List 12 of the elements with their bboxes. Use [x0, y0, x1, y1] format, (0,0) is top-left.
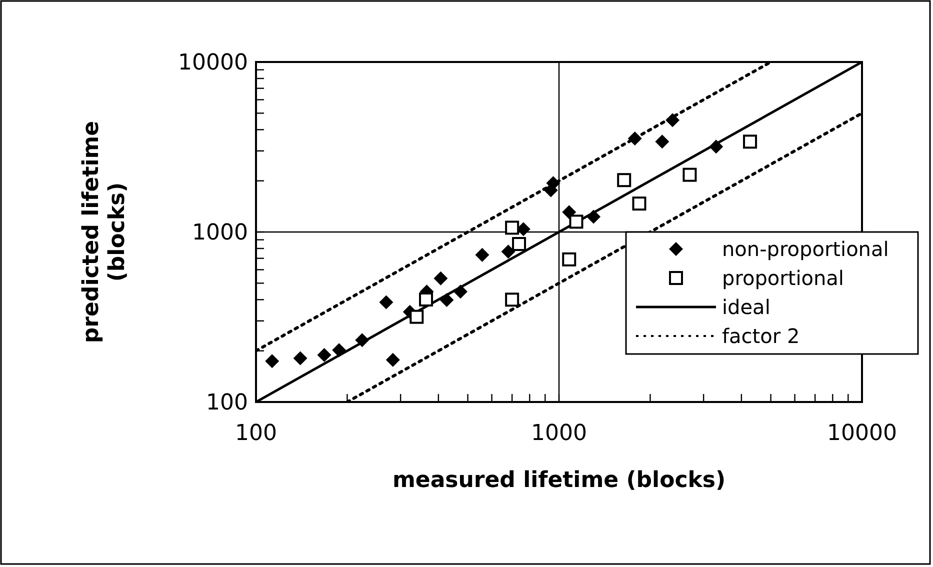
legend-label: factor 2: [722, 324, 800, 348]
x-axis-title: measured lifetime (blocks): [392, 468, 726, 493]
legend-label: proportional: [722, 266, 844, 290]
y-axis-title: predicted lifetime (blocks): [78, 120, 130, 344]
legend-label: ideal: [722, 295, 770, 319]
y-tick-label: 1000: [192, 220, 248, 246]
x-tick-label: 1000: [531, 421, 587, 446]
legend-label: non-proportional: [722, 237, 889, 261]
y-tick-label: 100: [206, 390, 248, 416]
x-tick-label: 100: [235, 421, 277, 446]
y-tick-label: 10000: [178, 50, 248, 76]
x-tick-label: 10000: [827, 421, 897, 446]
